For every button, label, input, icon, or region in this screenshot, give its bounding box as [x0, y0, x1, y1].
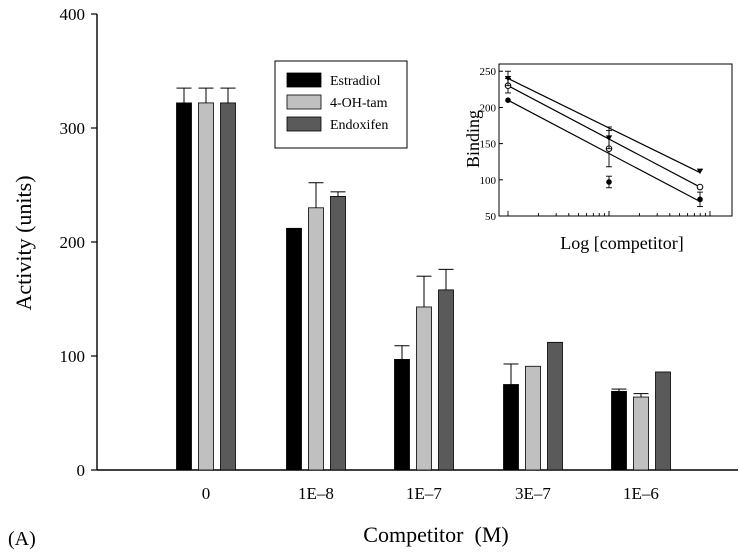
inset-y-tick-label: 50: [485, 211, 497, 223]
legend-swatch: [286, 72, 322, 88]
x-tick-label: 0: [202, 484, 211, 503]
bar: [503, 384, 519, 471]
bar: [416, 306, 432, 471]
legend-swatch: [286, 116, 322, 132]
y-tick-label: 0: [77, 461, 86, 480]
bar: [611, 390, 627, 471]
x-tick-label: 1E–8: [298, 484, 334, 503]
bar: [655, 371, 671, 471]
legend-label: Endoxifen: [330, 118, 388, 133]
legend-label: Estradiol: [330, 74, 381, 89]
y-tick-label: 200: [60, 233, 86, 252]
inset-fit-lines: [507, 77, 701, 203]
inset-point: [697, 196, 703, 203]
bar: [308, 207, 324, 471]
legend-label: 4-OH-tam: [330, 96, 388, 111]
bar: [547, 341, 563, 471]
inset-y-tick-label: 150: [480, 139, 497, 151]
x-tick-label: 1E–6: [623, 484, 659, 503]
x-tick-label: 3E–7: [515, 484, 551, 503]
legend: Estradiol 4-OH-tam Endoxifen: [274, 60, 408, 149]
bar: [633, 396, 649, 471]
bar: [176, 102, 192, 471]
inset-point: [696, 168, 704, 175]
inset-y-ticks: 50 100 150 200 250: [480, 66, 503, 223]
inset-point: [606, 179, 612, 185]
inset-point: [696, 183, 704, 191]
y-axis-title: Activity (units): [11, 175, 36, 310]
inset-points: [504, 70, 704, 208]
y-ticks: 0 100 200 300 400: [60, 5, 97, 480]
bar: [220, 102, 236, 471]
inset-fit-line: [507, 99, 701, 203]
bars: [176, 87, 671, 471]
x-axis-title: Competitor (M): [363, 522, 508, 547]
inset-chart: 50 100 150 200 250 Binding Log [competitor]: [463, 63, 733, 253]
inset-y-tick-label: 250: [480, 66, 497, 78]
main-chart: 0 100 200 300 400 0 1E–8 1E–7 3E–7 1E–6 Activity…: [8, 5, 738, 550]
inset-y-axis-title: Binding: [463, 110, 483, 168]
legend-swatch: [286, 94, 322, 110]
bar: [286, 227, 302, 471]
x-ticks: 0 1E–8 1E–7 3E–7 1E–6: [202, 484, 659, 503]
inset-x-ticks: [507, 211, 711, 216]
bar: [525, 365, 541, 471]
inset-point: [605, 135, 613, 141]
x-tick-label: 1E–7: [406, 484, 442, 503]
bar: [394, 359, 410, 471]
bar: [438, 289, 454, 471]
inset-y-tick-label: 200: [480, 102, 497, 114]
inset-x-axis-title: Log [competitor]: [560, 233, 683, 253]
bar: [330, 195, 346, 471]
y-tick-label: 400: [60, 5, 86, 24]
panel-label: (A): [8, 528, 36, 550]
inset-y-tick-label: 100: [480, 175, 497, 187]
inset-point: [505, 97, 511, 103]
inset-fit-line: [507, 77, 701, 174]
inset-frame: [498, 63, 733, 217]
y-tick-label: 100: [60, 347, 86, 366]
y-tick-label: 300: [60, 119, 86, 138]
inset-point: [504, 75, 512, 82]
inset-fit-line: [507, 85, 701, 188]
bar: [198, 102, 214, 471]
